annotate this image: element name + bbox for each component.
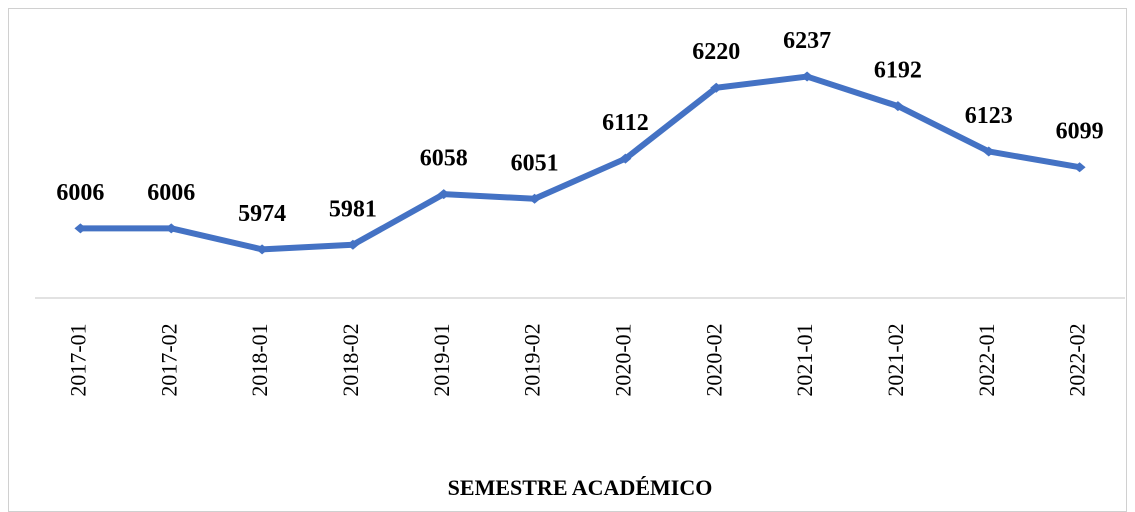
data-label: 6006 <box>147 180 195 206</box>
x-tick-label: 2020-01 <box>610 323 635 396</box>
data-label: 6220 <box>692 39 740 65</box>
chart-frame <box>8 8 1127 512</box>
data-label: 6123 <box>965 103 1013 129</box>
data-label: 6237 <box>783 28 831 54</box>
data-label: 6051 <box>511 150 559 176</box>
x-tick-label: 2022-02 <box>1065 323 1090 396</box>
point <box>256 244 269 255</box>
data-label: 6192 <box>874 58 922 84</box>
point <box>528 193 541 204</box>
point <box>437 189 450 200</box>
data-label: 6112 <box>602 110 649 136</box>
x-tick-label: 2019-01 <box>429 323 454 396</box>
x-tick-label: 2017-01 <box>65 323 90 396</box>
point <box>346 239 359 250</box>
data-label: 6058 <box>420 146 468 172</box>
point <box>982 146 995 157</box>
data-label: 5981 <box>329 196 377 222</box>
x-tick-label: 2020-02 <box>701 323 726 396</box>
data-label: 6099 <box>1056 119 1104 145</box>
x-tick-label: 2018-02 <box>338 323 363 396</box>
point <box>1073 162 1086 173</box>
x-tick-label: 2021-02 <box>883 323 908 396</box>
point <box>891 101 904 112</box>
x-axis-title: SEMESTRE ACADÉMICO <box>448 475 713 500</box>
point <box>710 82 723 93</box>
x-tick-label: 2022-01 <box>974 323 999 396</box>
point <box>165 223 178 234</box>
x-tick-label: 2021-01 <box>792 323 817 396</box>
data-label: 5974 <box>238 201 286 227</box>
x-tick-label: 2017-02 <box>156 323 181 396</box>
point <box>74 223 87 234</box>
x-tick-label: 2018-01 <box>247 323 272 396</box>
line <box>80 73 1081 253</box>
point <box>619 153 632 164</box>
data-label: 6006 <box>56 180 104 206</box>
x-tick-label: 2019-02 <box>520 323 545 396</box>
point <box>801 71 814 82</box>
